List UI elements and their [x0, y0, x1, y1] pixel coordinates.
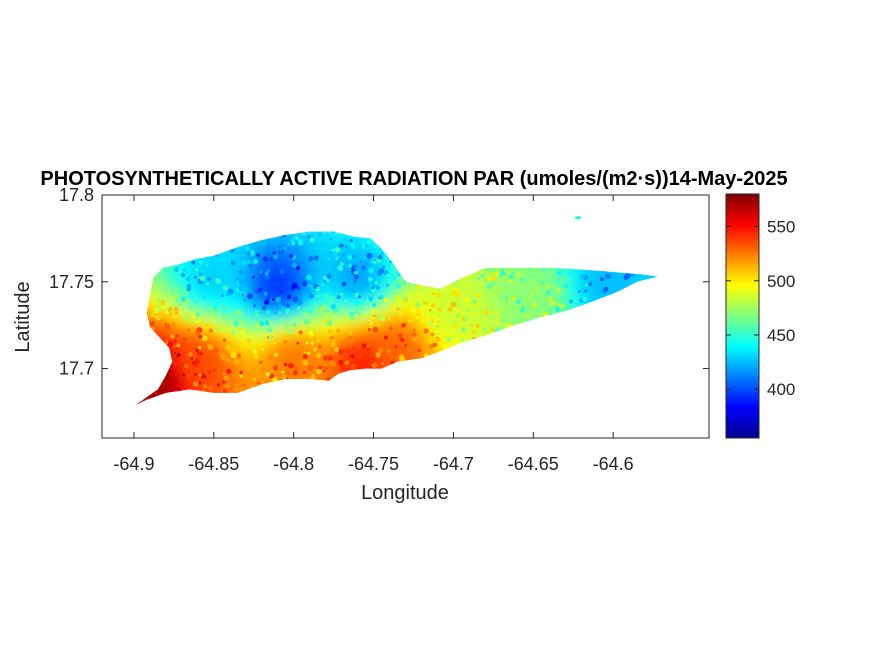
axes-box [101, 194, 710, 439]
x-tick-label: -64.75 [348, 454, 399, 474]
x-tick-label: -64.65 [508, 454, 559, 474]
colorbar-gradient [726, 194, 759, 438]
colorbar-ticks: 400 450 500 550 [726, 218, 795, 399]
colorbar-tick-label: 400 [767, 380, 795, 399]
plot-area: -64.9 -64.85 -64.8 -64.75 -64.7 -64.65 -64.6 1… [49, 185, 710, 474]
y-tick-label: 17.75 [49, 272, 94, 292]
x-tick-label: -64.6 [593, 454, 634, 474]
colorbar: 400 450 500 550 [725, 193, 795, 439]
colorbar-frame [725, 193, 760, 439]
chart-title: PHOTOSYNTHETICALLY ACTIVE RADIATION PAR … [40, 168, 787, 190]
x-tick-label: -64.7 [433, 454, 474, 474]
islet [574, 216, 582, 220]
y-axis: 17.7 17.75 17.8 [49, 185, 709, 379]
y-axis-label: Latitude [12, 281, 34, 352]
colorbar-tick-label: 550 [767, 218, 795, 237]
colorbar-tick-label: 500 [767, 272, 795, 291]
x-axis: -64.9 -64.85 -64.8 -64.75 -64.7 -64.65 -64.6 [113, 195, 634, 474]
x-axis-label: Longitude [361, 482, 449, 504]
x-tick-label: -64.8 [273, 454, 314, 474]
islet-mark [574, 216, 582, 220]
colorbar-tick-label: 450 [767, 326, 795, 345]
y-tick-label: 17.8 [59, 185, 94, 205]
x-tick-label: -64.9 [113, 454, 154, 474]
y-tick-label: 17.7 [59, 359, 94, 379]
x-tick-label: -64.85 [188, 454, 239, 474]
